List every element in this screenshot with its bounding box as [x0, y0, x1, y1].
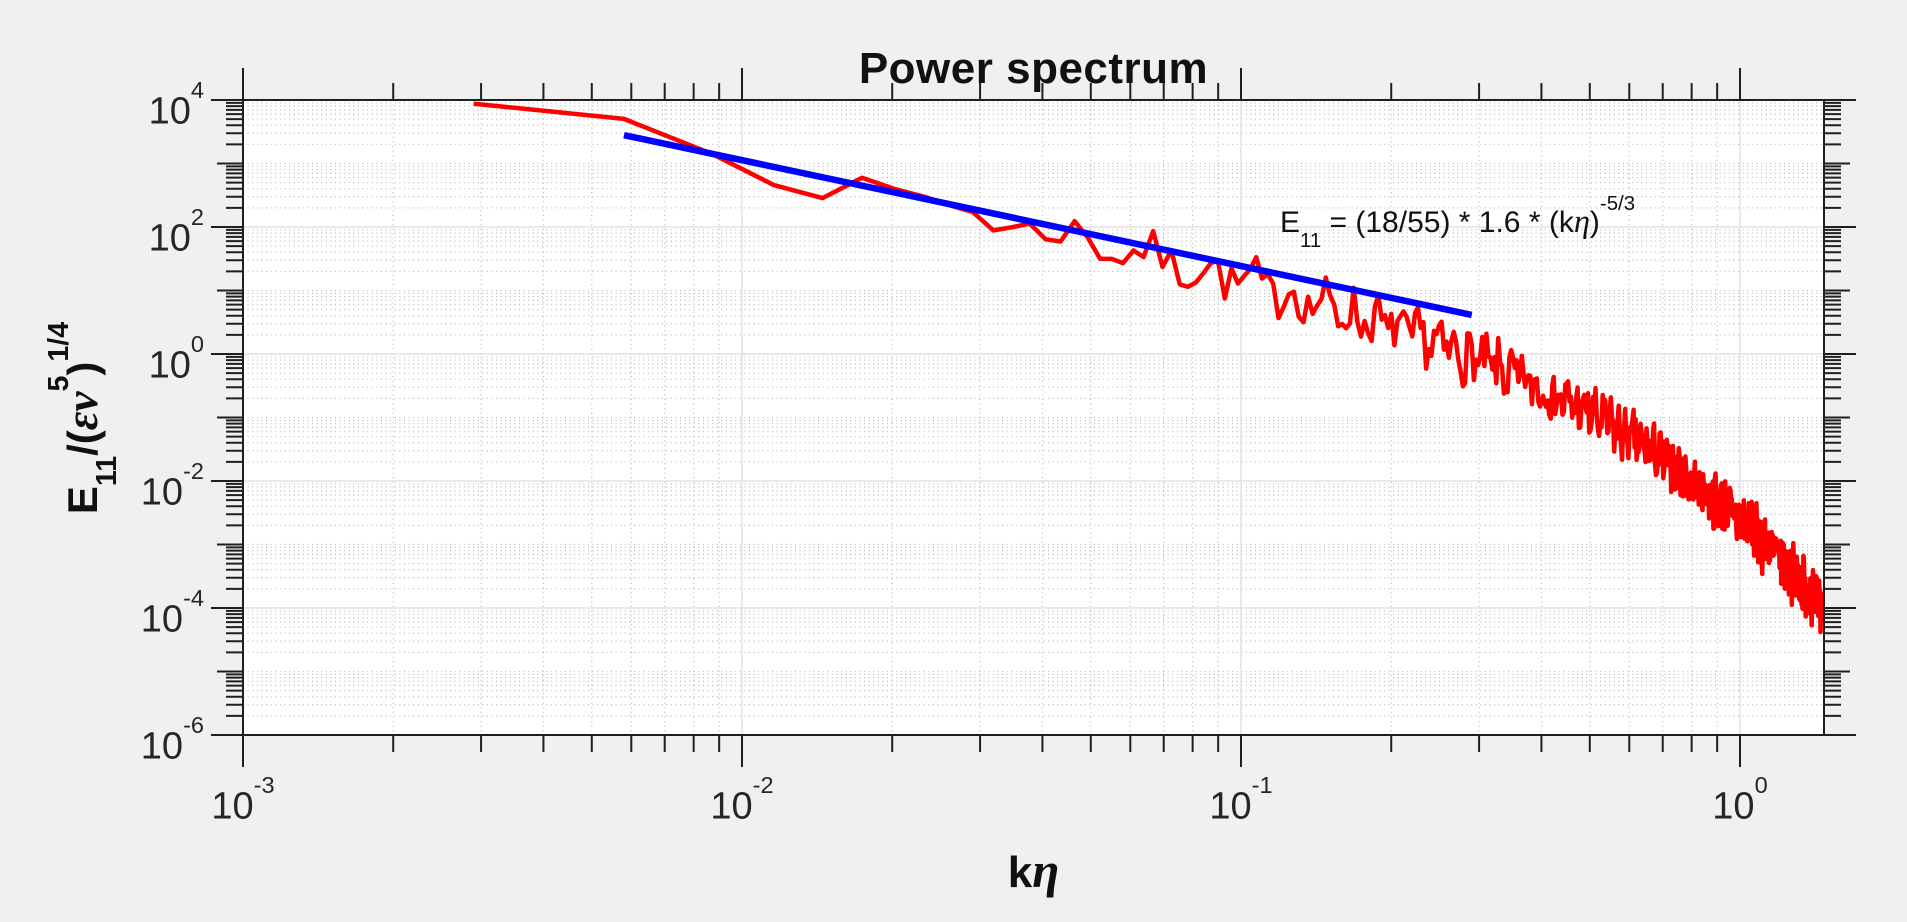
annotation-lhs-subscript: 11 — [1300, 229, 1322, 252]
annotation-mid: = (18/55) * 1.6 * (k — [1321, 206, 1574, 239]
x-tick-label-10e0-exponent: 0 — [1754, 772, 1768, 799]
x-tick-label-10e-3-exponent: -3 — [253, 772, 275, 799]
y-tick-label-10e-6-base: 10 — [140, 725, 184, 768]
x-axis-label-eta: η — [1032, 843, 1060, 898]
x-tick-label-10e-2: 10-2 — [662, 772, 822, 829]
axis-ticks — [211, 68, 1856, 767]
plot-area — [243, 100, 1824, 735]
annotation-close-paren: ) — [1589, 206, 1600, 239]
y-tick-label-10e-4-exponent: -4 — [183, 585, 204, 612]
x-tick-label-10e0-base: 10 — [1712, 785, 1755, 828]
x-tick-label-10e-1-exponent: -1 — [1251, 772, 1273, 799]
y-tick-label-10e0-base: 10 — [148, 344, 191, 387]
minor-gridlines — [243, 100, 1824, 735]
y-tick-label-10e-2: 10-2 — [44, 458, 204, 513]
kolmogorov-model-line — [623, 131, 1473, 319]
y-tick-label-10e-6: 10-6 — [44, 712, 204, 767]
y-tick-label-10e-4: 10-4 — [44, 585, 204, 640]
y-tick-label-10e-4-base: 10 — [140, 598, 184, 641]
x-tick-label-10e-1-base: 10 — [1209, 785, 1252, 828]
y-axis-label-epsilon: ε — [57, 411, 107, 431]
x-tick-label-10e-3: 10-3 — [163, 772, 323, 829]
y-tick-label-10e2: 102 — [44, 204, 204, 259]
y-tick-label-10e4-base: 10 — [148, 90, 191, 133]
x-tick-label-10e-2-exponent: -2 — [752, 772, 774, 799]
x-tick-label-10e-3-base: 10 — [211, 785, 254, 828]
data-series — [473, 101, 1825, 635]
y-axis-label-frac: /( — [59, 430, 106, 456]
y-tick-label-10e0: 100 — [44, 331, 204, 386]
x-tick-label-10e0: 100 — [1660, 772, 1820, 829]
x-axis-label-k: k — [1007, 848, 1033, 897]
x-tick-label-10e-1: 10-1 — [1161, 772, 1321, 829]
y-tick-label-10e2-base: 10 — [148, 217, 191, 260]
y-tick-label-10e-2-base: 10 — [140, 471, 184, 514]
axes-box — [242, 99, 1825, 736]
y-tick-label-10e2-exponent: 2 — [190, 204, 204, 231]
spectrum-line — [473, 101, 1825, 635]
x-tick-label-10e-2-base: 10 — [710, 785, 753, 828]
y-axis-label-nu: ν — [57, 391, 107, 412]
annotation-eta: η — [1573, 204, 1590, 240]
annotation-exponent: -5/3 — [1599, 192, 1636, 215]
y-tick-label-10e4-exponent: 4 — [190, 77, 204, 104]
y-tick-label-10e-6-exponent: -6 — [183, 712, 204, 739]
y-tick-label-10e-2-exponent: -2 — [183, 458, 204, 485]
annotation-lhs: E — [1280, 206, 1301, 239]
model-equation-annotation: E11 = (18/55) * 1.6 * (kη)-5/3 — [1280, 193, 1635, 252]
y-tick-label-10e0-exponent: 0 — [190, 331, 204, 358]
x-axis-label: kη — [243, 842, 1824, 899]
y-tick-label-10e4: 104 — [44, 77, 204, 132]
chart-title: Power spectrum — [858, 44, 1209, 93]
